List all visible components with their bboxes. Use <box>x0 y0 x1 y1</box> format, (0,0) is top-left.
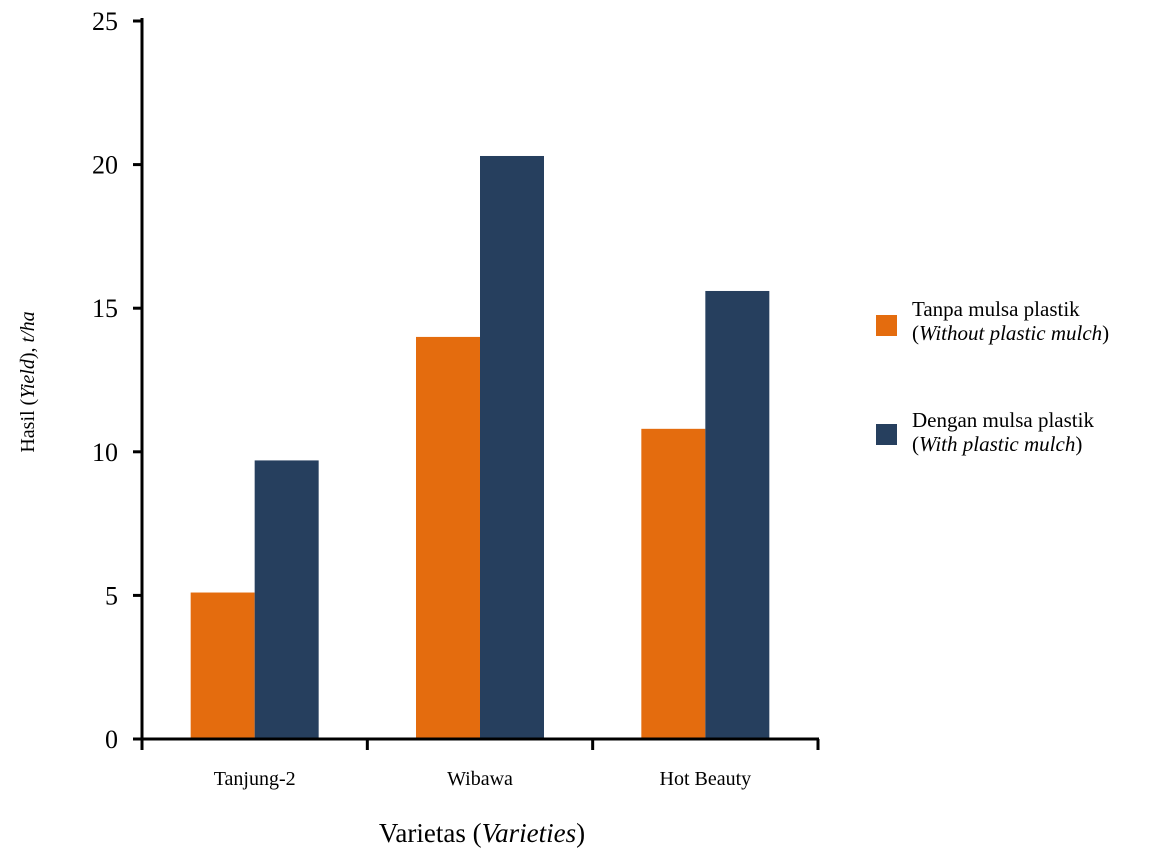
x-category-label: Tanjung-2 <box>214 768 296 790</box>
y-tick-label: 25 <box>92 7 118 36</box>
bar-with-mulch <box>254 460 319 739</box>
legend-item-without-mulch: Tanpa mulsa plastik (Without plastic mul… <box>876 297 1109 345</box>
y-tick-label: 5 <box>105 581 118 610</box>
y-axis-title: Hasil (Yield), t/ha <box>17 311 39 452</box>
y-tick-label: 10 <box>92 438 118 467</box>
bar-without-mulch <box>416 336 480 739</box>
x-category-label: Hot Beauty <box>660 768 752 790</box>
y-tick-label: 0 <box>105 725 118 754</box>
bars-group <box>190 155 770 739</box>
legend-swatch-with-mulch <box>876 424 897 445</box>
y-tick-label: 20 <box>92 151 118 180</box>
bar-with-mulch <box>705 290 770 739</box>
legend-sublabel-with-mulch: (With plastic mulch) <box>912 432 1082 456</box>
legend: Tanpa mulsa plastik (Without plastic mul… <box>876 297 1109 456</box>
y-axis: 0 5 10 15 20 25 <box>92 7 144 754</box>
legend-swatch-without-mulch <box>876 315 897 336</box>
bar-with-mulch <box>480 155 544 739</box>
y-tick-label: 15 <box>92 294 118 323</box>
x-axis: Tanjung-2 Wibawa Hot Beauty <box>140 737 820 790</box>
legend-item-with-mulch: Dengan mulsa plastik (With plastic mulch… <box>876 408 1094 456</box>
bar-without-mulch <box>641 428 706 739</box>
x-axis-title: Varietas (Varieties) <box>379 818 585 848</box>
legend-sublabel-without-mulch: (Without plastic mulch) <box>912 321 1109 345</box>
x-category-label: Wibawa <box>447 768 513 790</box>
legend-label-without-mulch: Tanpa mulsa plastik <box>912 297 1080 321</box>
bar-without-mulch <box>190 592 255 739</box>
legend-label-with-mulch: Dengan mulsa plastik <box>912 408 1094 432</box>
